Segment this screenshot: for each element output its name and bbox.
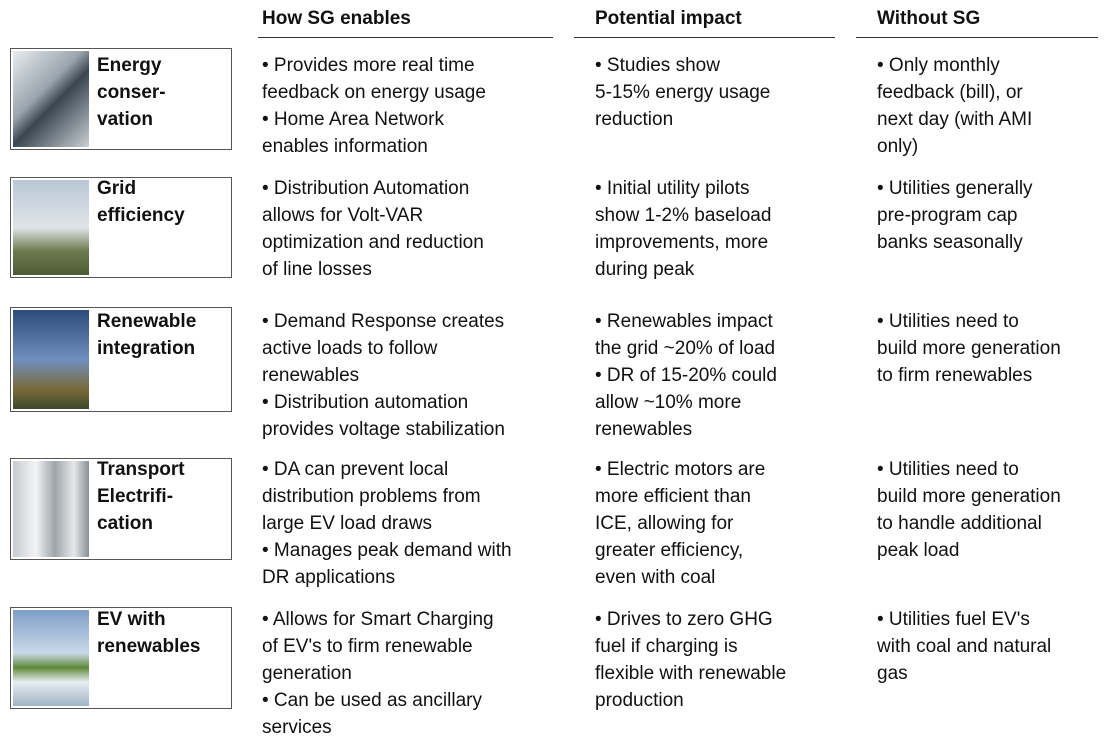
cell-text: • Distribution Automation [262,178,470,199]
cell-text: flexible with renewable [595,663,787,684]
cell-text: active loads to follow [262,338,438,359]
cell-text: fuel if charging is [595,636,738,657]
cell-text: • Electric motors are [595,459,766,480]
cell-text: • Provides more real time [262,55,475,76]
cell-text: • Drives to zero GHG [595,609,773,630]
cell-text: • Home Area Network [262,109,444,130]
row-label: integration [97,338,196,359]
cell-text: • Utilities fuel EV's [877,609,1030,630]
cell-text: gas [877,663,908,684]
cell-text: ICE, allowing for [595,513,734,534]
cell-text: • DR of 15-20% could [595,365,777,386]
cell-text: • Utilities generally [877,178,1033,199]
cell-text: only) [877,136,919,157]
cell-text: • DA can prevent local [262,459,449,480]
cell-text: build more generation [877,486,1061,507]
cell-text: renewables [595,419,693,440]
cell-text: next day (with AMI [877,109,1033,130]
column-header: Without SG [877,8,981,29]
cell-text: improvements, more [595,232,769,253]
row-label: Grid [97,178,137,199]
row-image [13,51,89,147]
row-image [13,610,89,706]
cell-text: of line losses [262,259,372,280]
cell-text: • Utilities need to [877,459,1019,480]
cell-text: allow ~10% more [595,392,742,413]
cell-text: • Can be used as ancillary [262,690,482,711]
cell-text: more efficient than [595,486,751,507]
header-rule [258,37,553,38]
cell-text: the grid ~20% of load [595,338,776,359]
cell-text: of EV's to firm renewable [262,636,473,657]
cell-text: services [262,717,332,738]
cell-text: 5-15% energy usage [595,82,771,103]
cell-text: build more generation [877,338,1061,359]
row-label: vation [97,109,153,130]
header-rule [856,37,1098,38]
cell-text: • Initial utility pilots [595,178,750,199]
row-image-frame [10,307,232,412]
cell-text: DR applications [262,567,396,588]
cell-text: banks seasonally [877,232,1023,253]
cell-text: reduction [595,109,674,130]
row-image-frame [10,607,232,709]
row-label: EV with [97,609,166,630]
row-label: cation [97,513,153,534]
row-image [13,461,89,557]
row-label: Electrifi- [97,486,174,507]
cell-text: • Renewables impact [595,311,773,332]
cell-text: show 1-2% baseload [595,205,772,226]
cell-text: enables information [262,136,428,157]
cell-text: even with coal [595,567,716,588]
cell-text: to handle additional [877,513,1042,534]
cell-text: large EV load draws [262,513,433,534]
cell-text: • Studies show [595,55,720,76]
cell-text: during peak [595,259,695,280]
row-label: conser- [97,82,166,103]
cell-text: • Demand Response creates [262,311,505,332]
row-label: Transport [97,459,185,480]
cell-text: distribution problems from [262,486,481,507]
cell-text: renewables [262,365,360,386]
cell-text: generation [262,663,352,684]
cell-text: feedback on energy usage [262,82,486,103]
row-image-frame [10,458,232,560]
cell-text: feedback (bill), or [877,82,1023,103]
cell-text: allows for Volt-VAR [262,205,424,226]
cell-text: to firm renewables [877,365,1033,386]
cell-text: with coal and natural [877,636,1052,657]
column-header: How SG enables [262,8,411,29]
cell-text: production [595,690,684,711]
cell-text: provides voltage stabilization [262,419,505,440]
cell-text: • Distribution automation [262,392,469,413]
row-label: renewables [97,636,201,657]
column-header: Potential impact [595,8,742,29]
cell-text: pre-program cap [877,205,1018,226]
row-image [13,180,89,275]
row-image [13,310,89,409]
cell-text: peak load [877,540,960,561]
header-rule [574,37,835,38]
row-label: efficiency [97,205,185,226]
row-image-frame [10,48,232,150]
row-label: Renewable [97,311,197,332]
cell-text: • Only monthly [877,55,1000,76]
cell-text: • Utilities need to [877,311,1019,332]
cell-text: • Manages peak demand with [262,540,512,561]
row-label: Energy [97,55,162,76]
row-image-frame [10,177,232,278]
cell-text: • Allows for Smart Charging [262,609,494,630]
cell-text: optimization and reduction [262,232,484,253]
cell-text: greater efficiency, [595,540,744,561]
